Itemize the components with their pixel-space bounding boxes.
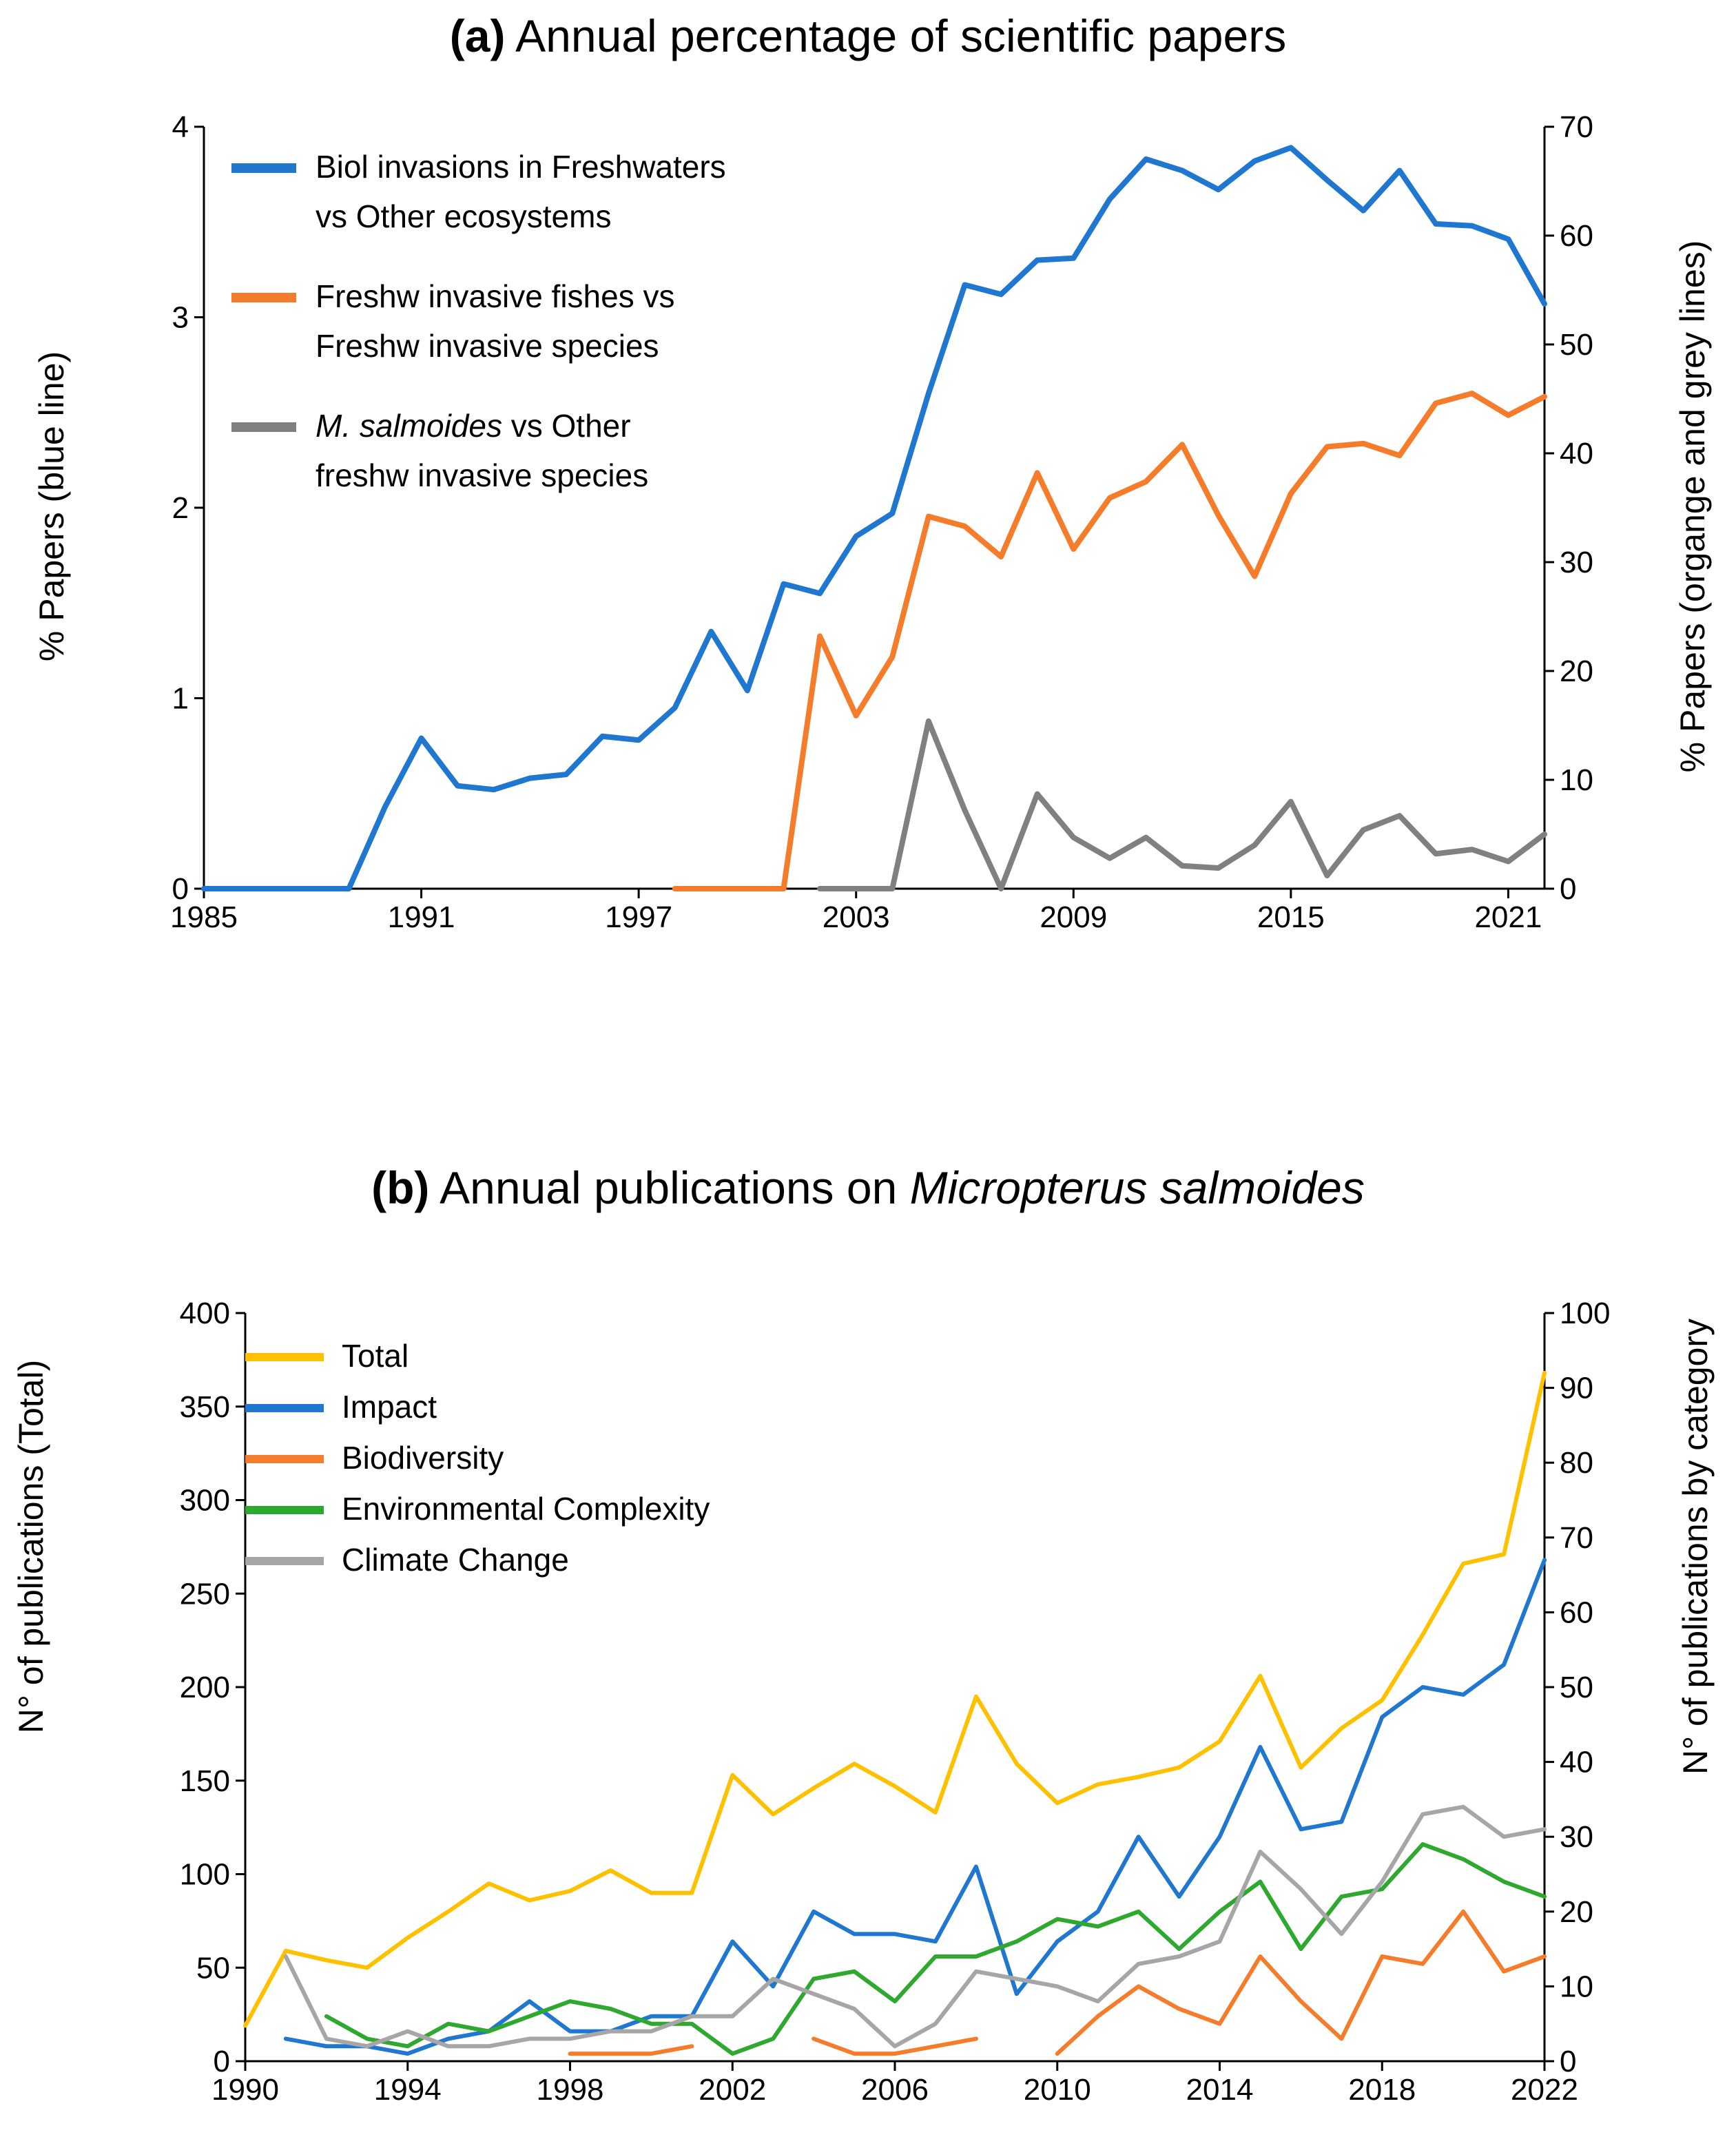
title-species: Micropterus salmoides [909, 1162, 1365, 1213]
x-tick-label: 2022 [1511, 2073, 1578, 2107]
series-line-total [243, 1370, 1547, 2028]
legend-label: M. salmoides vs Other [316, 408, 631, 444]
y-tick-label-left: 250 [180, 1577, 230, 1611]
legend: Total Impact Biodiversity Environmental Com… [245, 1338, 710, 1578]
x-tick-label: 2018 [1348, 2073, 1416, 2107]
y-tick-label-right: 40 [1560, 437, 1593, 471]
x-tick-label: 1997 [605, 900, 672, 934]
chart-b-plot: 0 50 100 150 200 250 300 350 400 0 10 20 30 40 50 60 70 8… [12, 1297, 1715, 2107]
x-tick-label: 2009 [1040, 900, 1107, 934]
x-tick-label: 1985 [170, 900, 238, 934]
y-tick-label-right: 80 [1560, 1446, 1593, 1480]
x-tick-label: 2010 [1024, 2073, 1091, 2107]
y-tick-label-right: 10 [1560, 763, 1593, 797]
y-tick-label-right: 30 [1560, 1820, 1593, 1854]
y-tick-label-left: 2 [172, 491, 189, 525]
x-tick-label: 2014 [1186, 2073, 1254, 2107]
y-axis-label-right: N° of publications by category [1676, 1319, 1715, 1775]
y-tick-label-right: 100 [1560, 1297, 1610, 1330]
y-tick-label-left: 3 [172, 301, 189, 335]
chart-title: (b) Annual publications on Micropterus s… [0, 1161, 1736, 1214]
series-line-impact [283, 1558, 1547, 2056]
legend-label: Total [342, 1338, 409, 1374]
axes: 0 50 100 150 200 250 300 350 400 0 10 20 30 40 50 60 70 8… [180, 1297, 1611, 2107]
series-line-biodiversity [568, 2044, 694, 2056]
y-tick-label-left: 4 [172, 110, 189, 144]
x-tick-label: 1990 [211, 2073, 279, 2107]
y-tick-label-left: 150 [180, 1764, 230, 1798]
series-line-environmental-complexity [324, 1842, 1547, 2056]
series-lines [201, 145, 1547, 891]
y-tick-label-left: 1 [172, 682, 189, 716]
title-text: Annual percentage of scientific papers [515, 10, 1287, 61]
legend-label: Impact [342, 1389, 437, 1425]
y-tick-label-right: 40 [1560, 1746, 1593, 1779]
y-tick-label-left: 100 [180, 1858, 230, 1892]
series-line-m-salmoides-vs-other-freshw-invasive-species [817, 718, 1547, 891]
x-tick-label: 2003 [823, 900, 890, 934]
legend-label-rest: vs Other [502, 408, 631, 444]
y-tick-label-left: 50 [196, 1951, 230, 1985]
y-tick-label-right: 90 [1560, 1372, 1593, 1405]
title-prefix: (a) [449, 10, 506, 61]
y-tick-label-right: 20 [1560, 654, 1593, 688]
y-tick-label-left: 0 [172, 872, 189, 906]
y-tick-label-right: 70 [1560, 1521, 1593, 1555]
series-line-biodiversity [1055, 1909, 1547, 2056]
y-tick-label-left: 300 [180, 1484, 230, 1518]
y-tick-label-right: 0 [1560, 2045, 1576, 2078]
series-line-freshw-invasive-fishes-vs-freshw-invasive-species [672, 391, 1547, 891]
series-line-biol-invasions-in-freshwaters-vs-other-ecosystems [201, 145, 1547, 891]
series-line-biodiversity [812, 2036, 978, 2056]
y-tick-label-right: 50 [1560, 1671, 1593, 1704]
y-axis-label-right: % Papers (organge and grey lines) [1673, 240, 1712, 773]
y-tick-label-left: 0 [214, 2045, 230, 2078]
x-tick-label: 2015 [1257, 900, 1325, 934]
legend-label: vs Other ecosystems [316, 198, 611, 234]
y-tick-label-left: 400 [180, 1297, 230, 1330]
y-axis-label-left: N° of publications (Total) [12, 1360, 50, 1733]
panel-a: (a) Annual percentage of scientific pape… [0, 0, 1736, 1033]
legend-label: Biodiversity [342, 1440, 504, 1476]
y-tick-label-right: 20 [1560, 1895, 1593, 1929]
legend-label: Biol invasions in Freshwaters [316, 149, 726, 185]
y-tick-label-right: 50 [1560, 328, 1593, 362]
legend-label: Freshw invasive fishes vs [316, 278, 675, 314]
title-text: Annual publications on [440, 1162, 910, 1213]
y-tick-label-right: 0 [1560, 872, 1576, 906]
series-line-climate-change [283, 1804, 1547, 2049]
x-tick-label: 2021 [1474, 900, 1542, 934]
legend: Biol invasions in Freshwaters vs Other ec… [231, 149, 726, 493]
y-tick-label-right: 10 [1560, 1970, 1593, 2003]
y-axis-label-left: % Papers (blue line) [32, 351, 71, 661]
x-tick-label: 1994 [374, 2073, 442, 2107]
legend-label: Climate Change [342, 1542, 569, 1578]
y-tick-label-right: 60 [1560, 1595, 1593, 1629]
chart-title: (a) Annual percentage of scientific pape… [0, 10, 1736, 62]
legend-label: freshw invasive species [316, 457, 648, 493]
legend-label: Freshw invasive species [316, 328, 659, 364]
y-tick-label-right: 60 [1560, 219, 1593, 253]
x-tick-label: 1998 [537, 2073, 604, 2107]
legend-label-italic: M. salmoides [316, 408, 502, 444]
y-tick-label-right: 70 [1560, 110, 1593, 144]
x-tick-label: 2002 [699, 2073, 766, 2107]
x-tick-label: 2006 [861, 2073, 929, 2107]
x-tick-label: 1991 [388, 900, 455, 934]
panel-b: (b) Annual publications on Micropterus s… [0, 1144, 1736, 2148]
legend-label: Environmental Complexity [342, 1491, 710, 1527]
series-lines [243, 1370, 1547, 2056]
y-tick-label-left: 350 [180, 1390, 230, 1424]
y-tick-label-left: 200 [180, 1671, 230, 1704]
title-prefix: (b) [371, 1162, 430, 1213]
y-tick-label-right: 30 [1560, 546, 1593, 579]
